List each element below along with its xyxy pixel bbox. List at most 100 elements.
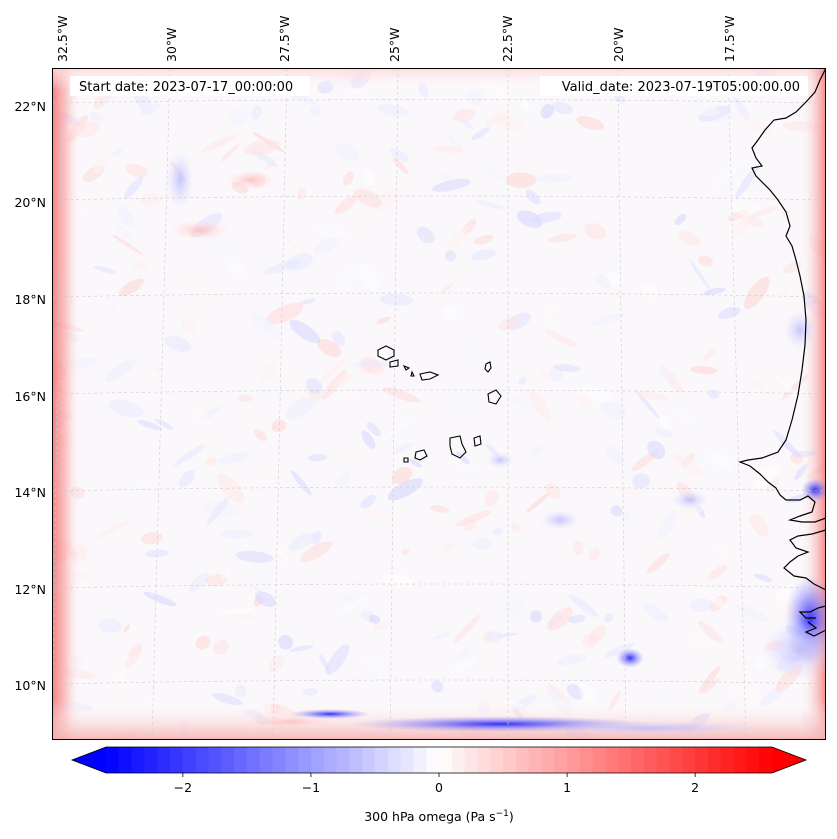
field-blob <box>143 591 177 607</box>
field-blob <box>217 474 245 503</box>
field-blob <box>456 451 470 465</box>
field-blob <box>140 193 162 208</box>
field-blob <box>288 532 316 551</box>
colorbar-cell <box>272 747 286 773</box>
field-blob <box>643 602 669 623</box>
field-blob <box>507 396 533 411</box>
field-blob <box>472 537 491 550</box>
lat-label: 20°N <box>14 195 46 210</box>
field-blob <box>318 358 346 384</box>
field-blob <box>254 429 267 442</box>
field-blob <box>300 541 333 563</box>
colorbar-cell <box>234 747 248 773</box>
field-blob <box>205 456 218 466</box>
colorbar-min-extend <box>72 747 106 773</box>
field-blob <box>220 608 254 616</box>
colorbar-cell <box>426 747 440 773</box>
colorbar-cell <box>208 747 222 773</box>
colorbar-cell <box>707 747 722 773</box>
field-blob <box>213 639 229 655</box>
field-blob <box>109 303 117 310</box>
field-blob <box>671 452 703 476</box>
colorbar-cell <box>323 747 337 773</box>
colorbar-cell <box>759 747 773 773</box>
field-blob <box>238 394 254 403</box>
colorbar-cell <box>374 747 389 773</box>
field-blob <box>713 113 745 122</box>
field-blob <box>604 642 635 658</box>
field-blob <box>392 157 409 175</box>
field-blob <box>708 595 729 610</box>
field-blob <box>325 644 350 675</box>
field-blob <box>545 305 556 316</box>
field-blob <box>344 593 355 601</box>
field-blob <box>382 387 421 403</box>
field-blob <box>343 171 354 186</box>
field-blob <box>659 415 672 430</box>
field-blob <box>137 419 163 431</box>
field-blob <box>220 529 254 540</box>
graticule <box>52 68 826 740</box>
field-blob <box>754 465 780 488</box>
colorbar-max-extend <box>772 747 806 773</box>
lon-label: 20°W <box>611 27 626 62</box>
colorbar-cell <box>669 747 683 773</box>
field-blob <box>125 163 148 178</box>
field-blob <box>291 470 312 496</box>
field-blob <box>460 463 480 471</box>
field-blob <box>93 265 117 274</box>
field-blob <box>268 655 284 673</box>
field-blob <box>609 286 627 300</box>
field-blob <box>133 482 150 492</box>
field-blob <box>379 293 414 306</box>
field-blob <box>696 586 711 600</box>
field-blob <box>201 134 238 152</box>
colorbar-tick-label: −1 <box>302 780 320 795</box>
field-blob <box>534 173 574 183</box>
field-blob <box>206 497 230 525</box>
field-blob <box>659 371 677 379</box>
field-blob <box>697 255 713 267</box>
field-blob <box>285 395 316 420</box>
field-blob <box>588 548 600 561</box>
field-blob <box>199 434 217 449</box>
field-blob <box>710 451 732 470</box>
field-blob <box>718 493 741 510</box>
field-blob <box>487 165 507 183</box>
field-blob <box>529 610 543 623</box>
colorbar-cell <box>170 747 184 773</box>
field-blob <box>400 173 414 189</box>
field-blob <box>133 260 147 271</box>
field-blob <box>467 90 484 107</box>
lat-label: 14°N <box>14 485 46 500</box>
field-blob <box>752 379 764 390</box>
colorbar-cell <box>490 747 504 773</box>
colorbar-cell <box>656 747 670 773</box>
field-blob <box>188 572 210 593</box>
field-blob <box>123 624 130 633</box>
colorbar-outline <box>70 746 808 774</box>
field-blob <box>486 631 503 643</box>
colorbar-cell <box>720 747 734 773</box>
field-blob <box>433 632 450 640</box>
field-blob <box>343 215 368 230</box>
field-blob <box>609 257 629 280</box>
field-blob <box>366 422 381 437</box>
field-blob <box>110 148 123 157</box>
colorbar-cell <box>439 747 453 773</box>
field-blob <box>331 330 346 347</box>
field-blob <box>528 388 551 422</box>
field-blob <box>440 172 454 180</box>
field-blob <box>703 287 726 296</box>
colorbar-cell <box>579 747 594 773</box>
field-blob <box>116 205 134 227</box>
colorbar-cell <box>400 747 414 773</box>
field-blob <box>271 419 287 433</box>
field-blob <box>445 225 469 257</box>
valid-date-label: Valid_date: 2023-07-19T05:00:00.00 <box>562 80 800 95</box>
colorbar-cell <box>528 747 542 773</box>
field-blob <box>453 614 481 644</box>
field-blob <box>531 445 542 456</box>
field-blob <box>363 507 395 525</box>
field-blob <box>380 421 410 441</box>
